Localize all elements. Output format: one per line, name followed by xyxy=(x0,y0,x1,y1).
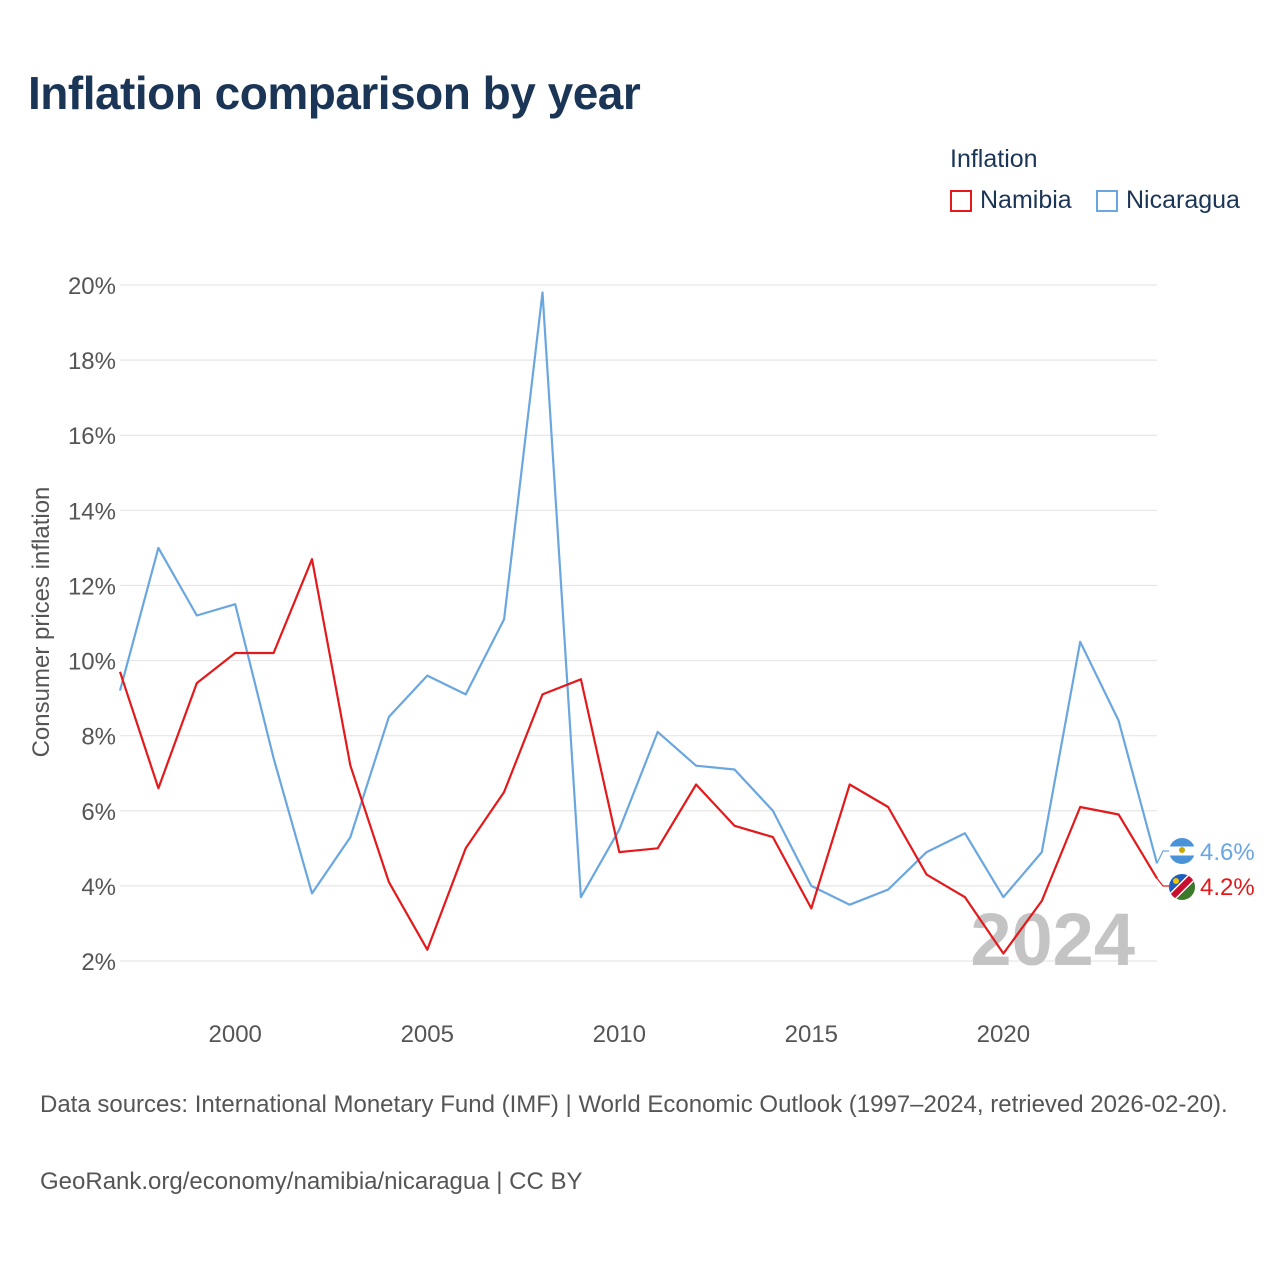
x-tick-label: 2020 xyxy=(977,1021,1030,1048)
legend-label-nicaragua: Nicaragua xyxy=(1126,186,1240,214)
end-label-nicaragua: 4.6% xyxy=(1200,839,1255,866)
chart-title: Inflation comparison by year xyxy=(28,67,641,119)
end-connector-namibia xyxy=(1156,878,1169,887)
y-tick-label: 12% xyxy=(68,573,116,600)
y-axis-ticks: 2% 4% 6% 8% 10% 12% 14% 16% 18% 20% xyxy=(68,273,116,976)
y-tick-label: 4% xyxy=(81,874,116,901)
end-labels: 4.2% 4.6% xyxy=(1156,839,1255,901)
legend-item-namibia[interactable]: Namibia xyxy=(950,186,1072,215)
x-tick-label: 2000 xyxy=(209,1021,262,1048)
nicaragua-flag-icon xyxy=(1169,838,1195,864)
footer-credit[interactable]: GeoRank.org/economy/namibia/nicaragua | … xyxy=(40,1168,583,1195)
x-tick-label: 2005 xyxy=(401,1021,454,1048)
y-tick-label: 8% xyxy=(81,724,116,751)
y-tick-label: 16% xyxy=(68,423,116,450)
x-tick-label: 2010 xyxy=(593,1021,646,1048)
namibia-flag-icon xyxy=(1169,874,1195,900)
y-tick-label: 20% xyxy=(68,273,116,300)
y-tick-label: 2% xyxy=(81,949,116,976)
legend-swatch-namibia xyxy=(950,189,972,212)
y-tick-label: 10% xyxy=(68,649,116,676)
y-tick-label: 14% xyxy=(68,498,116,525)
year-watermark: 2024 xyxy=(970,898,1135,981)
legend-title: Inflation xyxy=(950,145,1038,173)
y-tick-label: 18% xyxy=(68,348,116,375)
footer-source: Data sources: International Monetary Fun… xyxy=(40,1091,1228,1118)
legend-swatch-nicaragua xyxy=(1096,189,1118,212)
series-line-namibia[interactable] xyxy=(118,558,1158,955)
x-tick-label: 2015 xyxy=(785,1021,838,1048)
end-connector-nicaragua xyxy=(1156,850,1169,864)
series-lines xyxy=(118,291,1159,955)
end-label-namibia: 4.2% xyxy=(1200,874,1255,901)
legend-item-nicaragua[interactable]: Nicaragua xyxy=(1096,186,1240,215)
y-tick-label: 6% xyxy=(81,799,116,826)
series-line-nicaragua[interactable] xyxy=(118,291,1159,906)
legend-label-namibia: Namibia xyxy=(980,186,1072,214)
x-axis-ticks: 2000 2005 2010 2015 2020 xyxy=(209,1021,1031,1048)
gridlines xyxy=(120,284,1157,962)
